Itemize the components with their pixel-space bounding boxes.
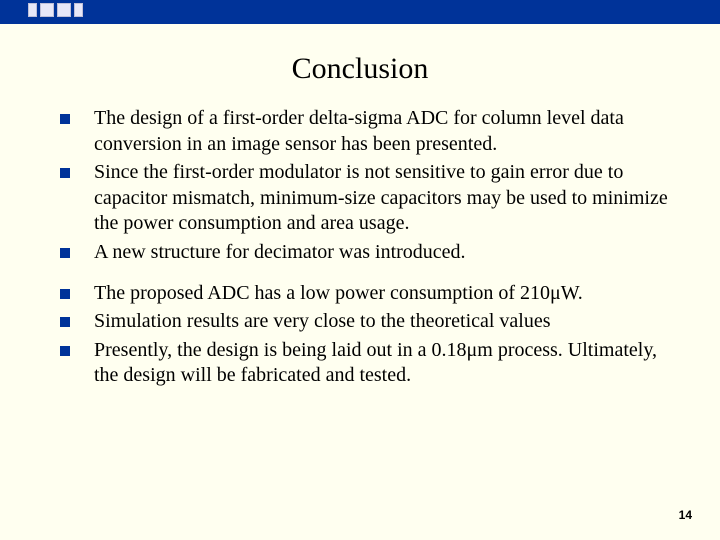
- bullet-list-1: The design of a first-order delta-sigma …: [60, 106, 672, 266]
- decor-block: [57, 3, 71, 17]
- bullet-list-2: The proposed ADC has a low power consump…: [60, 281, 672, 389]
- decor-block: [74, 3, 83, 17]
- decor-block: [40, 3, 54, 17]
- page-number: 14: [679, 508, 692, 522]
- bullet-item: Presently, the design is being laid out …: [60, 338, 672, 389]
- bullet-item: Simulation results are very close to the…: [60, 309, 672, 335]
- title-area: Conclusion: [0, 24, 720, 106]
- bullet-item: A new structure for decimator was introd…: [60, 240, 672, 266]
- top-accent-bar: [0, 0, 720, 24]
- content-area: The design of a first-order delta-sigma …: [0, 106, 720, 389]
- bullet-item: Since the first-order modulator is not s…: [60, 160, 672, 237]
- bullet-item: The design of a first-order delta-sigma …: [60, 106, 672, 157]
- group-spacer: [60, 269, 672, 281]
- decorative-blocks: [0, 0, 83, 17]
- decor-block: [28, 3, 37, 17]
- bullet-item: The proposed ADC has a low power consump…: [60, 281, 672, 307]
- slide-title: Conclusion: [0, 52, 720, 86]
